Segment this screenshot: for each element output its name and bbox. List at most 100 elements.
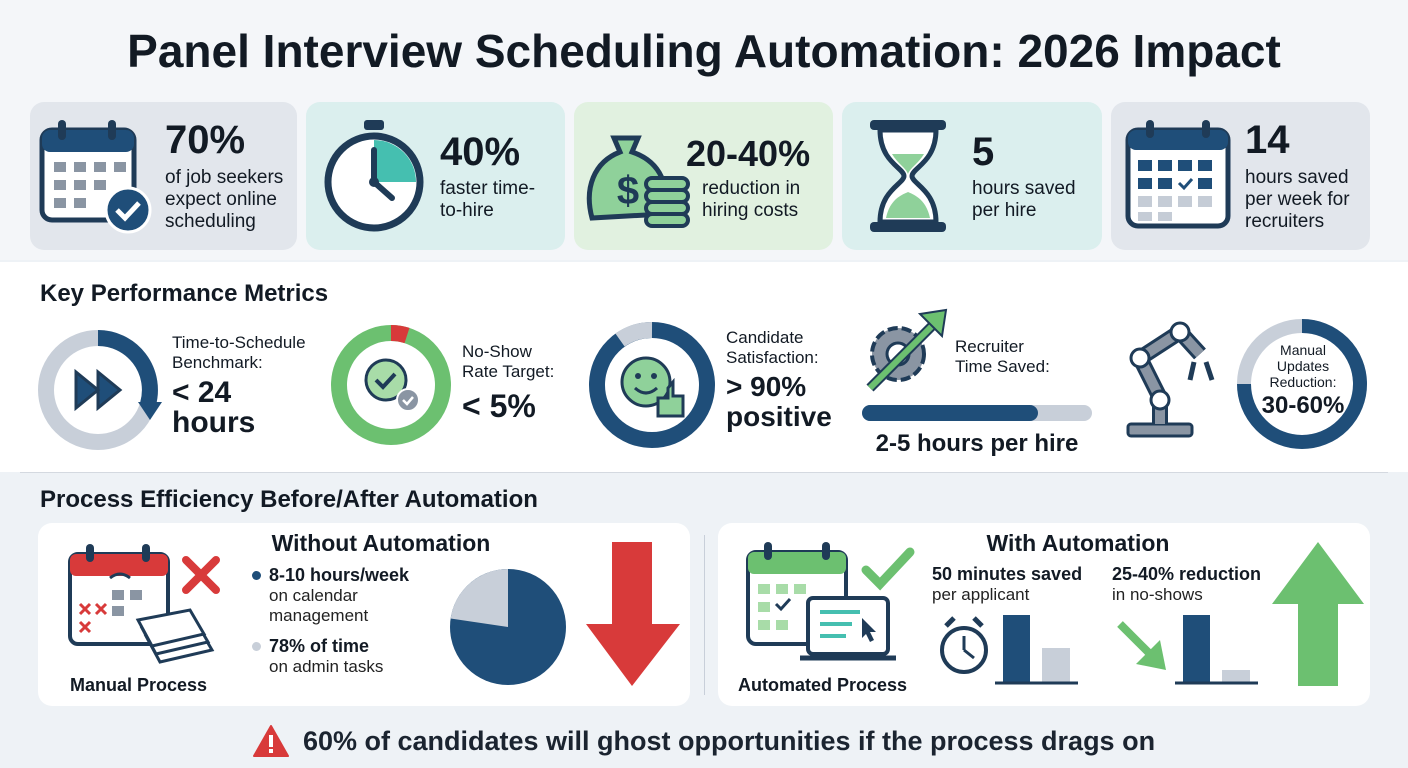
icon-part [1138,160,1212,189]
metric-value: 30-60% [1261,392,1345,419]
icon-part [74,198,86,208]
icon-part [450,569,508,627]
stopwatch-icon [324,120,424,232]
stat-value: 70% [165,118,246,162]
alert-text: 60% of candidates will ghost opportuniti… [302,725,1156,756]
icon-part [635,373,641,379]
icon-part [861,547,915,591]
icon-part [1202,120,1210,138]
divider [704,535,705,695]
icon-part [1237,319,1367,449]
manual-icon [68,544,220,664]
icon-part [862,618,876,642]
icon-part [268,749,273,753]
stat-label: hours saved per week for recruiters [1245,167,1350,232]
icon-part [374,140,416,182]
icon-part [1158,196,1172,207]
metric-value: 2-5 hours per hire [875,430,1079,457]
icon-part [1117,621,1155,659]
icon-part [1128,130,1228,150]
icon-part [182,556,220,594]
icon-part [374,372,397,390]
icon-part [1272,542,1364,686]
icon-part [1187,361,1215,381]
icon-part [54,162,66,172]
icon-part [1146,120,1154,138]
pie-icon [450,569,566,685]
icon-part [268,735,273,747]
icon-part [758,602,770,612]
icon-part [1126,422,1194,438]
point-text: in no-shows [1112,585,1203,604]
bars-icon [940,615,1078,685]
ring-icon [1237,319,1367,449]
icon-part [402,396,414,406]
icon-part [764,542,772,560]
stat-label: hours saved per hire [972,178,1076,221]
icon-part [1136,640,1166,670]
icon-part [104,186,152,234]
icon-part [1129,347,1151,369]
metric-label: No-Show Rate Target: [462,342,555,381]
ring-icon [38,330,162,450]
icon-part [135,608,207,648]
icon-part [1158,160,1172,171]
icon-part [369,177,379,187]
hourglass-icon [870,120,946,232]
icon-part [1138,196,1212,221]
point-value: 25-40% reduction [1112,564,1262,584]
icon-part [86,544,94,562]
icon-part [54,180,66,190]
metric-label: Time-to-Schedule Benchmark: [172,333,306,372]
icon-part [109,572,131,580]
icon-part [1149,389,1171,411]
icon-part [633,386,659,395]
money-icon: $ [586,135,690,228]
icon-part [867,317,941,391]
progress-fill [862,405,1038,421]
metric-value: < 5% [462,388,536,424]
icon-part [1222,670,1250,683]
icon-part [390,324,410,344]
icon-part [644,176,690,228]
metric-label: Candidate Satisfaction: [726,328,819,367]
icon-part [1138,212,1152,221]
icon-part [774,597,792,612]
icon-part [94,162,106,172]
metric-value: < 24 hours [172,376,256,439]
icon-part [758,620,770,630]
icon-part [74,180,86,190]
ring-icon [589,321,715,448]
icon-part [135,608,215,664]
icon-part [794,584,806,594]
point-text: on admin tasks [269,657,384,676]
icon-part [748,552,846,574]
icon-part [114,162,126,172]
metric-label: Manual Updates Reduction: [1269,342,1337,390]
icon-part [944,616,984,628]
icon-part [758,584,770,594]
automated-icon [746,542,915,661]
stat-value: 5 [972,130,995,174]
icon-part [94,180,106,190]
icon-part [54,162,126,208]
icon-part [620,356,672,408]
icon-part [917,308,948,339]
divider [20,472,1388,473]
icon-part [962,636,975,660]
icon-part [142,544,150,562]
icon-part [1003,615,1030,683]
icon-part [115,201,141,222]
panel-title: With Automation [986,530,1170,556]
alert: 60% of candidates will ghost opportuniti… [0,718,1408,764]
icon-part [820,610,860,638]
icon-part [1138,196,1152,207]
stat-label: of job seekers expect online scheduling [165,167,284,232]
icon-part [364,358,408,402]
stat-label: faster time-to-hire [440,178,536,221]
gear-icon [866,308,948,392]
point-text: on calendar management [269,586,369,625]
calendar-icon [39,120,152,234]
warning-icon [252,725,289,757]
